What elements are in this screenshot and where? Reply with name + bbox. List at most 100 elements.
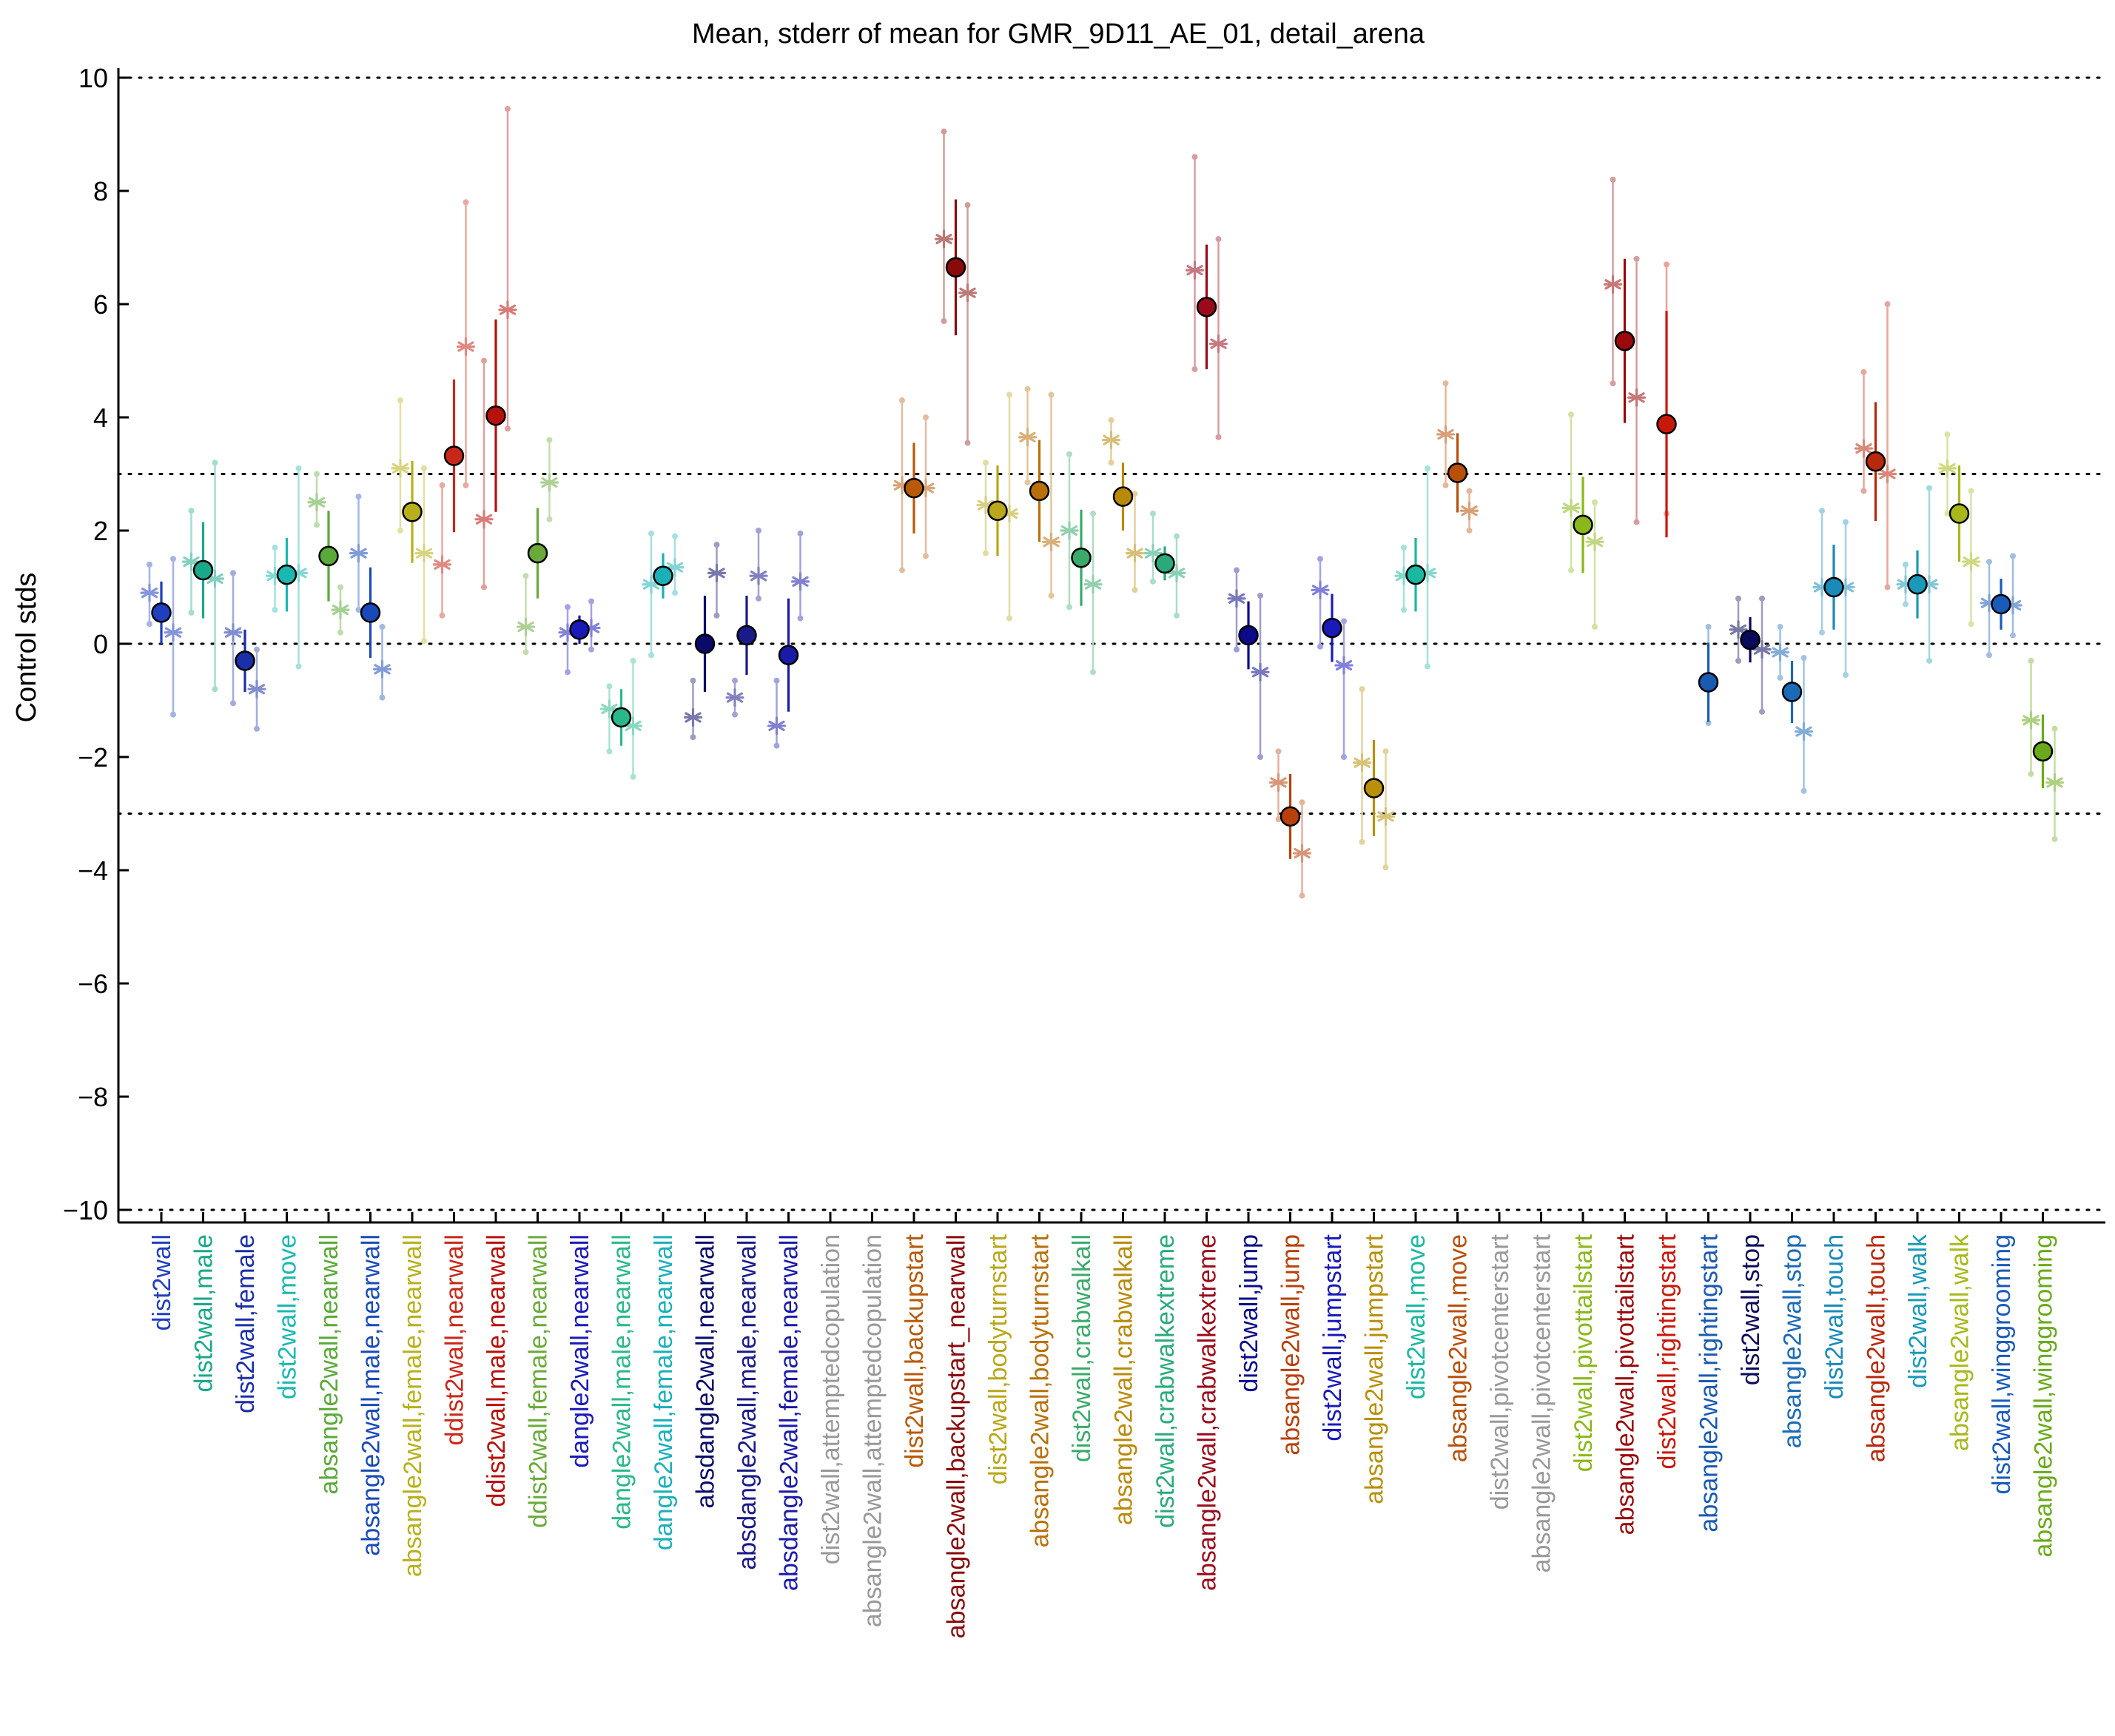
range-end-dot: [1006, 391, 1012, 398]
range-end-dot: [2051, 835, 2058, 842]
range-end-dot: [254, 646, 260, 653]
range-end-dot: [212, 686, 218, 693]
category-group: [1698, 624, 1719, 727]
mean-marker: [1322, 617, 1342, 639]
range-end-dot: [230, 700, 236, 707]
range-end-dot: [983, 550, 989, 556]
category-group: [1185, 154, 1228, 440]
y-tick-label: −6: [78, 969, 108, 999]
range-end-dot: [254, 725, 260, 732]
y-tick-label: 4: [93, 403, 108, 433]
mean-marker: [1781, 682, 1803, 702]
category-group: [223, 570, 266, 732]
x-tick-label: absangle2wall,walk: [1946, 1234, 1974, 1451]
range-end-dot: [1610, 380, 1616, 387]
range-end-dot: [1610, 176, 1616, 183]
category-group: [1770, 624, 1814, 794]
category-group: [474, 106, 517, 591]
range-end-dot: [1006, 615, 1012, 622]
range-end-dot: [588, 598, 594, 605]
mean-marker: [1363, 778, 1385, 798]
mean-marker: [1280, 806, 1301, 827]
y-axis-label: Control stds: [11, 573, 42, 723]
range-end-dot: [1108, 460, 1114, 466]
range-end-dot: [314, 471, 320, 477]
mean-marker: [778, 645, 799, 666]
category-group: [1603, 176, 1647, 525]
mean-marker: [736, 625, 757, 646]
x-tick-label: dist2wall,pivottailstart: [1570, 1234, 1598, 1472]
range-end-dot: [1819, 508, 1825, 514]
mean-marker: [1656, 414, 1677, 434]
x-tick-label: dist2wall,backupstart: [901, 1234, 929, 1467]
range-end-dot: [1777, 624, 1783, 630]
range-end-dot: [672, 590, 678, 596]
category-group: [1561, 411, 1604, 630]
range-end-dot: [1633, 519, 1640, 525]
range-end-dot: [1759, 708, 1765, 715]
range-end-dot: [1191, 154, 1198, 161]
range-end-dot: [1986, 652, 1992, 659]
range-end-dot: [481, 584, 487, 591]
category-group: [1854, 301, 1897, 591]
range-end-dot: [379, 694, 386, 701]
mean-marker: [1238, 625, 1259, 646]
mean-marker: [1614, 330, 1635, 351]
range-end-dot: [1664, 261, 1670, 268]
chart-title: Mean, stderr of mean for GMR_9D11_AE_01,…: [692, 18, 1425, 50]
x-tick-label: absangle2wall,move: [1445, 1234, 1473, 1462]
range-end-dot: [1401, 607, 1407, 613]
category-group: [642, 530, 685, 659]
range-end-dot: [941, 128, 947, 135]
category-group: [1143, 511, 1186, 619]
range-end-dot: [1759, 595, 1765, 602]
range-end-dot: [1442, 380, 1449, 387]
range-end-dot: [1633, 255, 1640, 262]
mean-marker: [443, 445, 465, 466]
range-end-dot: [690, 677, 696, 684]
range-end-dot: [1735, 595, 1741, 602]
range-end-dot: [1568, 567, 1574, 573]
x-tick-label: absangle2wall,bodyturnstart: [1026, 1234, 1055, 1547]
range-end-dot: [1968, 488, 1974, 494]
data-marks: [140, 106, 2065, 899]
range-end-dot: [1705, 624, 1712, 630]
y-tick-label: −2: [78, 742, 108, 773]
range-end-dot: [147, 621, 152, 628]
x-tick-label: absangle2wall,backupstart_nearwall: [943, 1234, 971, 1638]
x-tick-label: dangle2wall,female,nearwall: [650, 1234, 678, 1550]
range-end-dot: [732, 711, 738, 718]
range-end-dot: [1843, 519, 1849, 525]
range-end-dot: [1215, 236, 1222, 243]
range-end-dot: [756, 595, 761, 602]
mean-marker: [1196, 297, 1217, 317]
x-tick-label: absangle2wall,touch: [1863, 1234, 1891, 1462]
x-tick-label: dist2wall,move: [1402, 1234, 1430, 1399]
x-tick-label: dist2wall,attemptedcopulation: [817, 1234, 845, 1564]
mean-marker: [1154, 553, 1175, 574]
range-end-dot: [1257, 754, 1263, 760]
range-end-dot: [1132, 587, 1138, 593]
x-tick-label: absdangle2wall,nearwall: [692, 1234, 720, 1508]
y-tick-label: 2: [93, 516, 108, 546]
x-tick-label: dangle2wall,nearwall: [566, 1234, 594, 1468]
range-end-dot: [1234, 646, 1240, 653]
x-tick-label: absdangle2wall,female,nearwall: [776, 1234, 804, 1591]
range-end-dot: [565, 604, 571, 610]
category-group: [140, 556, 183, 718]
mean-marker: [1112, 486, 1134, 507]
range-end-dot: [397, 397, 403, 404]
range-end-dot: [1843, 672, 1849, 679]
range-end-dot: [1359, 838, 1365, 845]
x-tick-label: absangle2wall,nearwall: [315, 1234, 343, 1495]
category-group: [934, 128, 978, 446]
range-end-dot: [355, 494, 362, 500]
range-end-dot: [1592, 624, 1598, 630]
range-end-dot: [1275, 748, 1282, 755]
x-tick-label: absangle2wall,crabwalkall: [1110, 1234, 1138, 1525]
range-end-dot: [648, 530, 654, 536]
x-tick-label: dangle2wall,male,nearwall: [608, 1234, 636, 1530]
x-tick-label: absangle2wall,stop: [1779, 1234, 1807, 1448]
range-end-dot: [1341, 618, 1347, 625]
